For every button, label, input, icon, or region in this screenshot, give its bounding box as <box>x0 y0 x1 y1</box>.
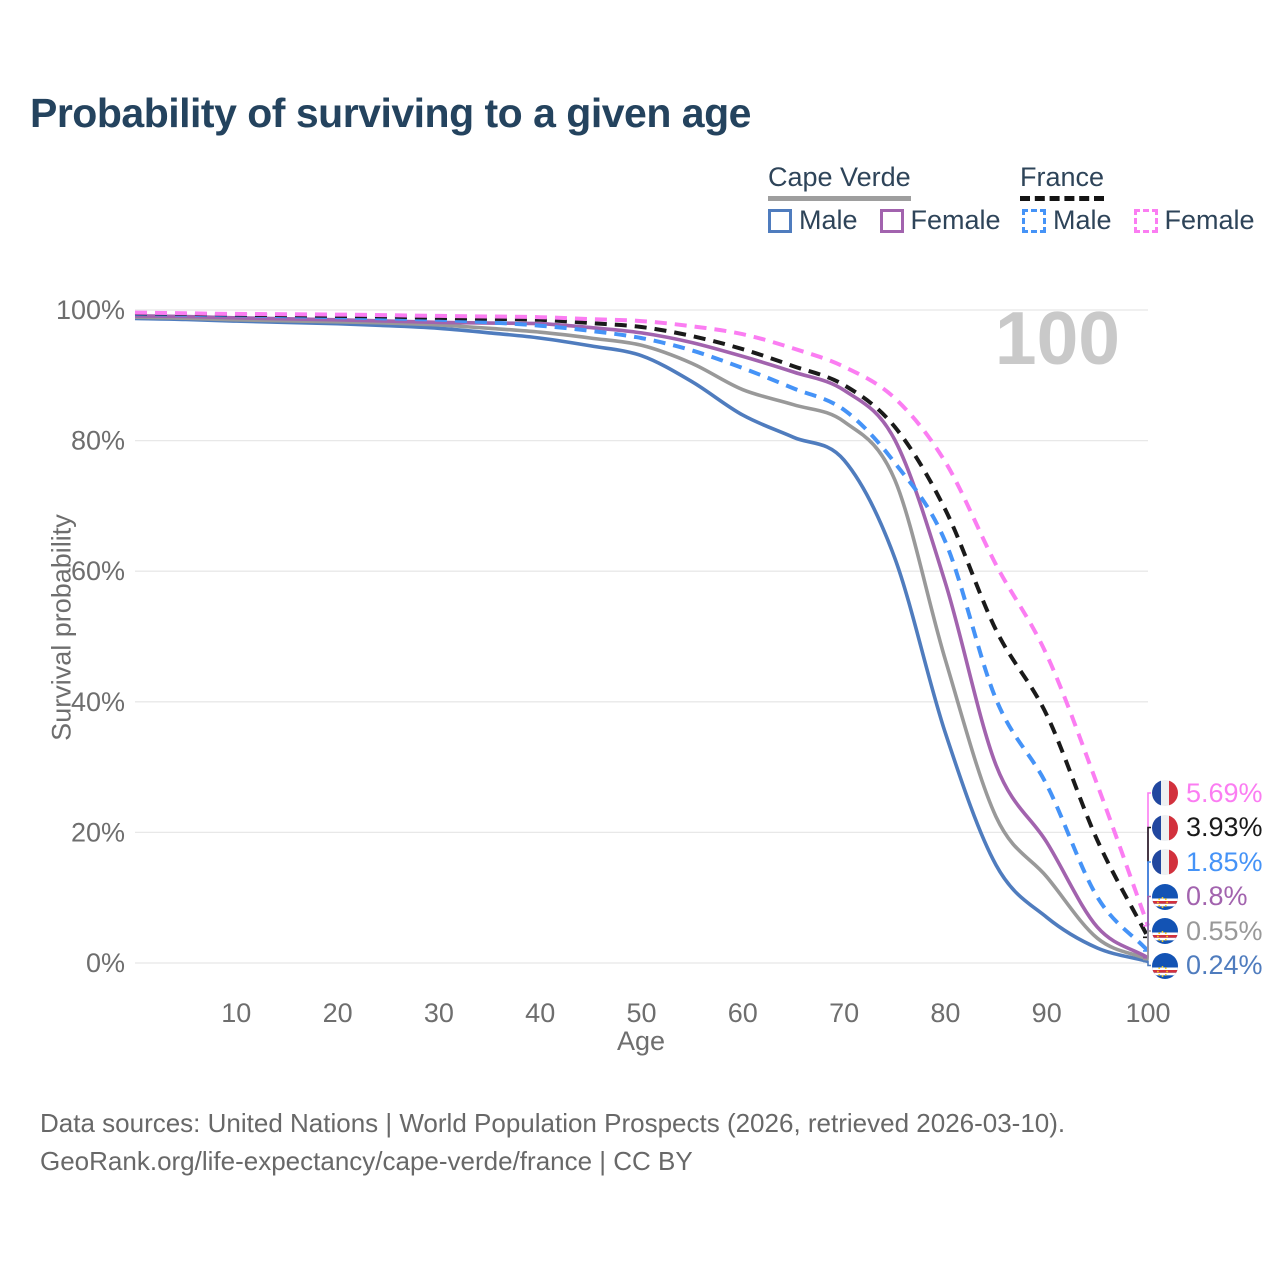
end-label-value-france-female: 5.69% <box>1186 777 1263 808</box>
legend-label: Male <box>1053 205 1112 235</box>
legend-item-cape-verde-female[interactable]: Female <box>879 205 1001 236</box>
leader-line-cape-verde-male <box>1143 960 1151 967</box>
legend-group-france: France <box>1020 162 1105 201</box>
legend-label: Female <box>1164 205 1255 235</box>
x-tick-label-20: 20 <box>323 998 353 1028</box>
end-label-value-cape-verde-female: 0.8% <box>1186 881 1248 911</box>
y-tick-label-100: 100% <box>56 295 125 325</box>
legend-swatch-cape-verde-male <box>768 208 792 233</box>
y-tick-label-20: 20% <box>71 817 125 847</box>
france-flag-icon <box>1152 849 1178 875</box>
y-tick-label-0: 0% <box>86 948 125 978</box>
end-label-row-cape-verde-female: 0.8% <box>1152 880 1248 914</box>
end-label-row-france-female: 5.69% <box>1152 776 1263 810</box>
x-tick-label-30: 30 <box>424 998 454 1028</box>
x-axis-title: Age <box>616 1026 666 1056</box>
end-label-row-france-male: 1.85% <box>1152 845 1263 879</box>
page-title: Probability of surviving to a given age <box>30 90 751 136</box>
x-tick-label-90: 90 <box>1032 998 1062 1028</box>
age-watermark: 100 <box>994 296 1120 380</box>
legend-group-cape-verde: Cape Verde <box>768 162 911 201</box>
cape-verde-flag-icon <box>1152 952 1178 979</box>
legend-item-france-male[interactable]: Male <box>1022 205 1112 236</box>
end-label-row-cape-verde-male: 0.24% <box>1152 949 1263 983</box>
x-tick-label-80: 80 <box>930 998 960 1028</box>
x-tick-label-50: 50 <box>626 998 656 1028</box>
end-label-row-france-both: 3.93% <box>1152 811 1263 845</box>
x-tick-label-10: 10 <box>221 998 251 1028</box>
legend-items-cape-verde: Male Female <box>768 205 1001 236</box>
curve-cape-verde-male[interactable] <box>134 316 1149 964</box>
x-tick-label-100: 100 <box>1125 998 1170 1028</box>
curve-france-female[interactable] <box>134 310 1150 927</box>
legend-items-france: Male Female <box>1022 205 1255 236</box>
legend-swatch-france-male <box>1022 208 1046 233</box>
y-tick-label-60: 60% <box>71 556 125 586</box>
y-tick-label-40: 40% <box>71 687 125 717</box>
leader-line-cape-verde-both <box>1143 930 1151 961</box>
x-tick-label-40: 40 <box>525 998 555 1028</box>
x-tick-label-70: 70 <box>829 998 859 1028</box>
cape-verde-flag-icon <box>1152 918 1178 944</box>
footer-data-sources: Data sources: United Nations | World Pop… <box>40 1108 1066 1138</box>
end-label-value-france-male: 1.85% <box>1186 846 1263 877</box>
x-tick-label-60: 60 <box>728 998 758 1028</box>
leader-line-france-both <box>1143 826 1151 939</box>
end-label-value-cape-verde-male: 0.24% <box>1186 950 1263 980</box>
curve-france-both[interactable] <box>134 311 1150 939</box>
footer-attribution[interactable]: GeoRank.org/life-expectancy/cape-verde/f… <box>40 1146 693 1176</box>
curve-cape-verde-both[interactable] <box>134 315 1149 962</box>
france-flag-icon <box>1152 814 1178 841</box>
france-flag-icon <box>1152 780 1178 806</box>
y-tick-label-80: 80% <box>71 426 125 456</box>
legend-label: Male <box>799 205 858 235</box>
cape-verde-flag-icon <box>1152 883 1178 910</box>
legend-swatch-france-female <box>1133 208 1158 233</box>
end-label-value-france-both: 3.93% <box>1186 812 1263 842</box>
curve-cape-verde-female[interactable] <box>134 314 1149 960</box>
legend-swatch-cape-verde-female <box>879 208 904 233</box>
end-label-row-cape-verde-both: 0.55% <box>1152 914 1263 948</box>
leader-line-cape-verde-female <box>1143 895 1151 959</box>
y-axis-title: Survival probability <box>46 514 77 741</box>
curve-france-male[interactable] <box>134 311 1150 953</box>
legend-title-cape-verde[interactable]: Cape Verde <box>768 162 911 201</box>
end-label-value-cape-verde-both: 0.55% <box>1186 915 1263 946</box>
legend-item-france-female[interactable]: Female <box>1133 205 1255 236</box>
legend-item-cape-verde-male[interactable]: Male <box>768 205 858 236</box>
leader-line-france-female <box>1143 792 1151 927</box>
legend-title-france[interactable]: France <box>1020 162 1105 201</box>
legend-label: Female <box>910 205 1001 235</box>
